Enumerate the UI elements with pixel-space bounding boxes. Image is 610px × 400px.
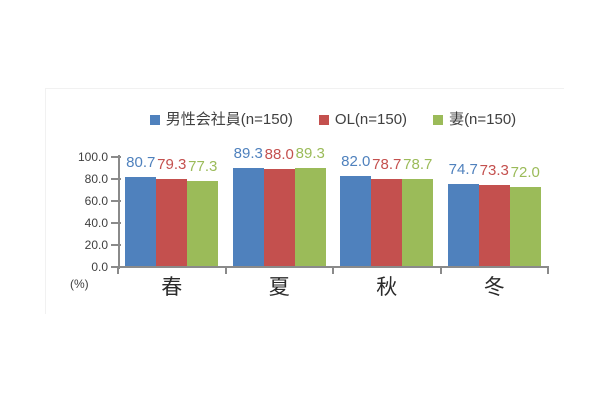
bar [294, 167, 326, 266]
bar-value-label: 77.3 [188, 157, 218, 175]
y-tick-label: 80.0 [84, 172, 108, 186]
bar [371, 179, 403, 266]
bar-value-label: 82.0 [341, 152, 371, 170]
bar-value-label: 89.3 [233, 144, 263, 162]
bar [232, 167, 264, 266]
x-tick-mark [547, 266, 549, 274]
legend-swatch-icon [318, 115, 329, 125]
bar-value-label: 80.7 [126, 154, 156, 172]
bar [340, 175, 372, 266]
y-tick-mark [111, 178, 121, 180]
bar-value-label: 89.3 [295, 144, 325, 162]
y-tick-label: 40.0 [84, 216, 108, 230]
bar-value-label: 78.7 [403, 156, 433, 174]
y-tick-mark [111, 244, 121, 246]
bar [478, 185, 510, 266]
bar [447, 183, 479, 266]
legend-swatch-icon [433, 115, 444, 125]
x-tick-mark [439, 266, 442, 274]
category-label: 秋 [376, 276, 398, 299]
legend-label: 男性会社員(n=150) [165, 111, 293, 128]
bar [125, 177, 157, 266]
y-tick-mark [111, 156, 121, 158]
y-tick-label: 0.0 [91, 260, 108, 274]
y-tick-mark [111, 200, 121, 202]
legend-label: 妻(n=150) [449, 111, 517, 128]
y-tick-label: 60.0 [84, 194, 108, 208]
bar-value-label: 79.3 [157, 155, 187, 173]
chart-frame [45, 88, 564, 314]
chart-legend: 男性会社員(n=150) OL(n=150) 妻(n=150) [118, 110, 548, 130]
x-tick-mark [224, 266, 227, 274]
x-tick-mark [332, 266, 334, 274]
bar [402, 179, 434, 266]
category-label: 夏 [268, 276, 290, 299]
y-tick-label: 100.0 [77, 150, 108, 164]
y-tick-mark [111, 222, 121, 224]
bar [187, 180, 219, 266]
bar-value-label: 78.7 [372, 156, 402, 174]
x-tick-mark [117, 266, 119, 274]
unit-label: (%) [70, 277, 89, 291]
category-label: 冬 [483, 276, 505, 299]
bar [263, 169, 295, 266]
x-axis [113, 266, 549, 268]
bar-value-label: 74.7 [448, 160, 478, 178]
legend-item: OL(n=150) [318, 111, 408, 129]
legend-item: 男性会社員(n=150) [149, 111, 293, 129]
bar-value-label: 72.0 [510, 163, 540, 181]
legend-swatch-icon [149, 115, 160, 125]
y-tick-label: 20.0 [84, 238, 108, 252]
bar [509, 186, 541, 266]
category-label: 春 [161, 276, 183, 299]
bar-value-label: 73.3 [479, 162, 509, 180]
legend-label: OL(n=150) [334, 111, 408, 128]
legend-item: 妻(n=150) [433, 111, 516, 129]
bar-value-label: 88.0 [264, 146, 294, 164]
y-axis [118, 155, 120, 269]
bar [156, 178, 188, 266]
